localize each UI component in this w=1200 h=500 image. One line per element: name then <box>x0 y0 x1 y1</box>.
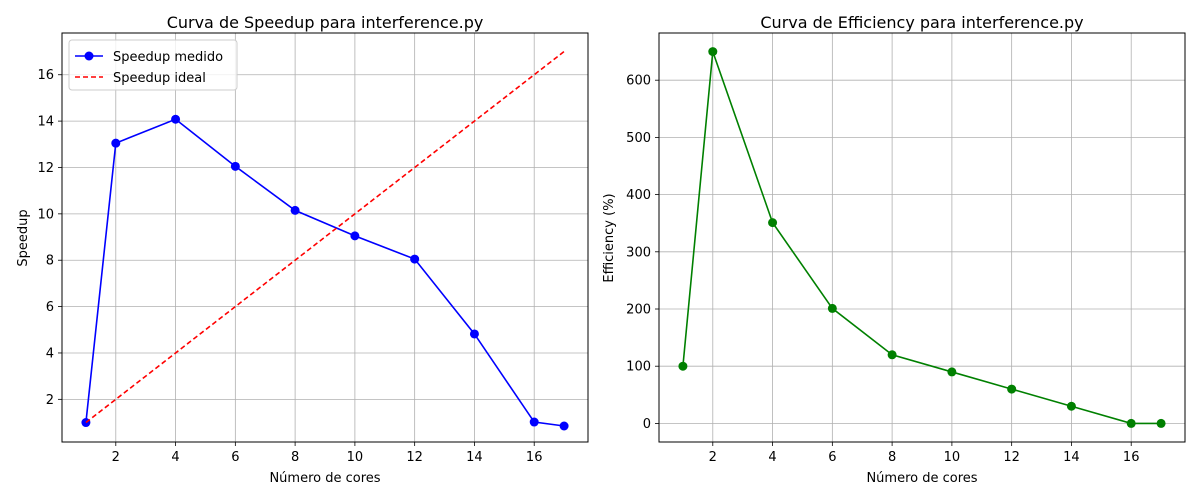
efficiency-data-point-efficiency <box>827 303 837 313</box>
speedup-y-tick-label: 14 <box>37 115 54 130</box>
speedup-x-tick-label: 14 <box>466 450 483 465</box>
speedup-x-tick-label: 2 <box>112 450 120 465</box>
efficiency-y-tick-label: 200 <box>626 303 651 318</box>
speedup-y-tick-label: 16 <box>37 68 54 83</box>
legend-box <box>68 39 238 91</box>
speedup-y-tick-label: 2 <box>46 393 54 408</box>
speedup-chart-title: Curva de Speedup para interference.py <box>167 13 484 32</box>
speedup-data-point-speedup-medido <box>111 138 121 148</box>
efficiency-data-point-efficiency <box>678 361 688 371</box>
speedup-data-point-speedup-medido <box>469 329 479 339</box>
speedup-data-point-speedup-medido <box>171 114 181 124</box>
legend-marker-speedup-medido <box>84 51 94 61</box>
speedup-series-line-speedup-ideal <box>85 50 565 424</box>
speedup-data-point-speedup-medido <box>350 231 360 241</box>
speedup-data-point-speedup-medido <box>529 417 539 427</box>
efficiency-x-axis-label: Número de cores <box>866 471 977 486</box>
speedup-chart-panel: Curva de Speedup para interference.py 2 4… <box>16 13 589 486</box>
efficiency-y-axis-label: Efficiency (%) <box>602 193 617 282</box>
efficiency-y-tick-label: 100 <box>626 360 651 375</box>
speedup-data-point-speedup-medido <box>230 161 240 171</box>
efficiency-plot-frame <box>658 32 1186 443</box>
speedup-series-line-speedup-medido <box>85 118 565 427</box>
speedup-x-tick-label: 6 <box>231 450 239 465</box>
speedup-ticks: 2 4 6 8 10 12 14 16 2 4 6 8 10 12 14 16 <box>37 68 542 465</box>
speedup-x-tick-label: 8 <box>291 450 299 465</box>
speedup-x-axis-label: Número de cores <box>269 471 380 486</box>
efficiency-chart-title: Curva de Efficiency para interference.py <box>760 13 1083 32</box>
speedup-x-tick-label: 16 <box>526 450 543 465</box>
efficiency-y-tick-label: 0 <box>643 417 651 432</box>
efficiency-data-point-efficiency <box>887 350 897 360</box>
speedup-y-tick-label: 10 <box>37 207 54 222</box>
legend-label-speedup-ideal: Speedup ideal <box>113 71 206 86</box>
speedup-series-layer <box>81 50 569 431</box>
speedup-y-tick-label: 12 <box>37 161 54 176</box>
speedup-x-tick-label: 12 <box>406 450 423 465</box>
speedup-y-tick-label: 4 <box>46 346 54 361</box>
speedup-plot-frame <box>61 32 589 443</box>
speedup-data-point-speedup-medido <box>559 421 569 431</box>
efficiency-x-tick-label: 16 <box>1123 450 1140 465</box>
efficiency-y-tick-label: 500 <box>626 131 651 146</box>
efficiency-y-tick-label: 400 <box>626 188 651 203</box>
speedup-y-tick-label: 8 <box>46 254 54 269</box>
efficiency-series-layer <box>678 47 1166 428</box>
efficiency-data-point-efficiency <box>768 218 778 228</box>
efficiency-y-tick-label: 300 <box>626 245 651 260</box>
speedup-grid <box>62 33 588 442</box>
efficiency-x-tick-label: 2 <box>709 450 717 465</box>
efficiency-data-point-efficiency <box>708 47 718 57</box>
speedup-x-tick-label: 4 <box>171 450 179 465</box>
efficiency-y-tick-label: 600 <box>626 74 651 89</box>
speedup-legend: Speedup medido Speedup ideal <box>68 39 238 91</box>
efficiency-ticks: 2 4 6 8 10 12 14 16 0 100 200 300 400 500 600 <box>626 74 1139 465</box>
efficiency-data-point-efficiency <box>1066 401 1076 411</box>
efficiency-x-tick-label: 4 <box>768 450 776 465</box>
efficiency-series-line-efficiency <box>682 51 1162 425</box>
efficiency-data-point-efficiency <box>1156 418 1166 428</box>
efficiency-x-tick-label: 14 <box>1063 450 1080 465</box>
efficiency-chart-panel: Curva de Efficiency para interference.py… <box>602 13 1186 486</box>
efficiency-data-point-efficiency <box>1126 418 1136 428</box>
speedup-data-point-speedup-medido <box>410 254 420 264</box>
efficiency-x-tick-label: 10 <box>944 450 961 465</box>
speedup-data-point-speedup-medido <box>290 205 300 215</box>
legend-label-speedup-medido: Speedup medido <box>113 50 223 65</box>
speedup-y-axis-label: Speedup <box>16 209 31 266</box>
speedup-x-tick-label: 10 <box>347 450 364 465</box>
efficiency-x-tick-label: 12 <box>1003 450 1020 465</box>
efficiency-data-point-efficiency <box>947 367 957 377</box>
efficiency-x-tick-label: 8 <box>888 450 896 465</box>
speedup-y-tick-label: 6 <box>46 300 54 315</box>
efficiency-data-point-efficiency <box>1007 384 1017 394</box>
efficiency-x-tick-label: 6 <box>828 450 836 465</box>
efficiency-grid <box>659 33 1185 442</box>
